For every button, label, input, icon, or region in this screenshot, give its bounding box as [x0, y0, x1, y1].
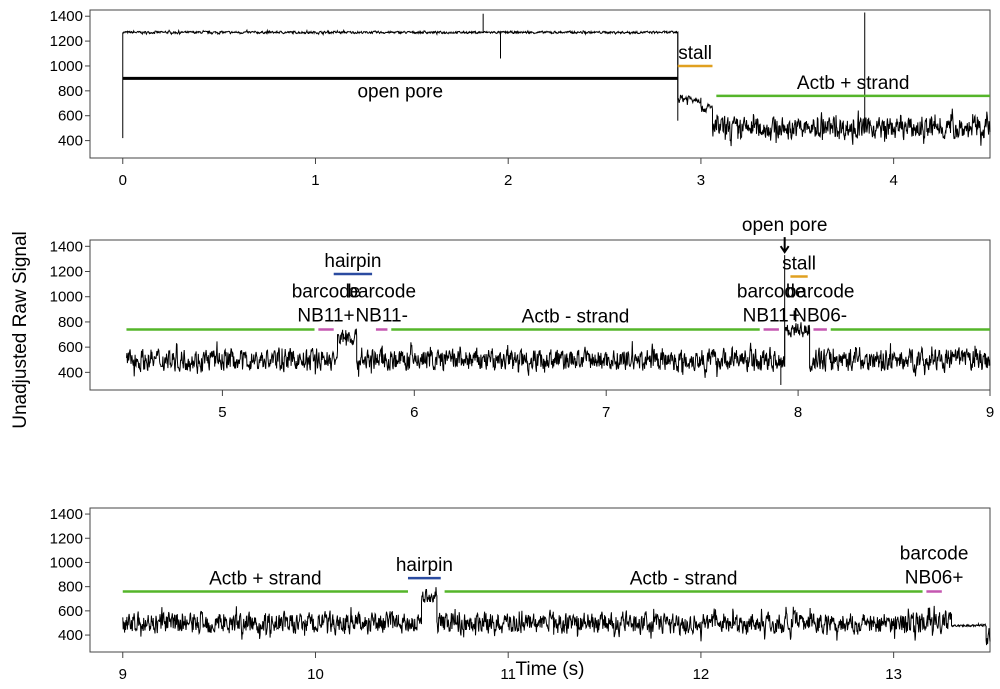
- annotation-label: barcode NB06+: [900, 543, 969, 588]
- x-tick-label: 8: [794, 404, 802, 421]
- x-tick-label: 3: [697, 172, 705, 189]
- y-tick-label: 1400: [50, 238, 83, 255]
- x-tick-label: 6: [410, 404, 418, 421]
- y-tick-label: 1000: [50, 554, 83, 571]
- plot-frame: [89, 507, 991, 653]
- x-tick-label: 9: [986, 404, 994, 421]
- y-tick-label: 1000: [50, 58, 83, 75]
- annotation-label: hairpin: [324, 251, 381, 272]
- y-tick-label: 1000: [50, 289, 83, 306]
- y-tick-label: 1200: [50, 264, 83, 281]
- signal-trace: [122, 28, 991, 147]
- panel-3: 400 600 800 1000 1200 1400 9 10 11 12 13 Actb + str…: [50, 506, 991, 683]
- plot-frame: [89, 9, 991, 159]
- annotation-label: barcode NB06-: [786, 281, 855, 326]
- y-tick-label: 1400: [50, 8, 83, 25]
- annotation-label: stall: [782, 254, 816, 275]
- x-tick-label: 11: [500, 666, 516, 683]
- y-tick-label: 600: [58, 108, 83, 125]
- annotation-label: hairpin: [396, 555, 453, 576]
- y-tick-label: 600: [58, 339, 83, 356]
- y-tick-label: 800: [58, 83, 83, 100]
- signal-trace: [126, 322, 991, 378]
- x-tick-label: 5: [218, 404, 226, 421]
- x-axis-label: Time (s): [516, 659, 585, 680]
- annotation-label: Actb + strand: [797, 73, 909, 94]
- y-tick-label: 800: [58, 314, 83, 331]
- annotation-label: stall: [678, 43, 712, 64]
- y-axis-label: Unadjusted Raw Signal: [10, 231, 31, 429]
- signal-trace: [122, 587, 991, 646]
- x-tick-label: 10: [307, 666, 324, 683]
- annotation-label: open pore: [357, 81, 443, 102]
- y-tick-label: 600: [58, 603, 83, 620]
- y-tick-label: 400: [58, 627, 83, 644]
- open-pore-arrow: [779, 237, 790, 254]
- annotation-label: barcode NB11+: [737, 281, 806, 326]
- x-tick-label: 2: [504, 172, 512, 189]
- annotation-label: barcode NB11-: [347, 281, 416, 326]
- x-tick-label: 9: [119, 666, 127, 683]
- annotation-label: open pore: [742, 215, 828, 236]
- panel-2: 400 600 800 1000 1200 1400 5 6 7 8 9 barcode NB11+ ha…: [50, 215, 995, 421]
- annotation-label: Actb - strand: [522, 306, 630, 327]
- y-tick-label: 400: [58, 133, 83, 150]
- x-tick-label: 0: [119, 172, 127, 189]
- y-tick-label: 1200: [50, 530, 83, 547]
- annotation-label: barcode NB11+: [292, 281, 361, 326]
- y-tick-label: 400: [58, 364, 83, 381]
- x-tick-label: 1: [311, 172, 319, 189]
- y-tick-label: 1400: [50, 506, 83, 523]
- annotation-label: Actb - strand: [630, 568, 738, 589]
- panel-1: 400 600 800 1000 1200 1400 0 1 2 3 4 open pore stall…: [50, 8, 991, 189]
- y-tick-label: 1200: [50, 33, 83, 50]
- y-tick-label: 800: [58, 579, 83, 596]
- plot-frame: [89, 239, 991, 391]
- x-tick-label: 4: [889, 172, 897, 189]
- x-tick-label: 7: [602, 404, 610, 421]
- annotation-label: Actb + strand: [209, 568, 321, 589]
- x-tick-label: 12: [693, 666, 710, 683]
- x-tick-label: 13: [885, 666, 902, 683]
